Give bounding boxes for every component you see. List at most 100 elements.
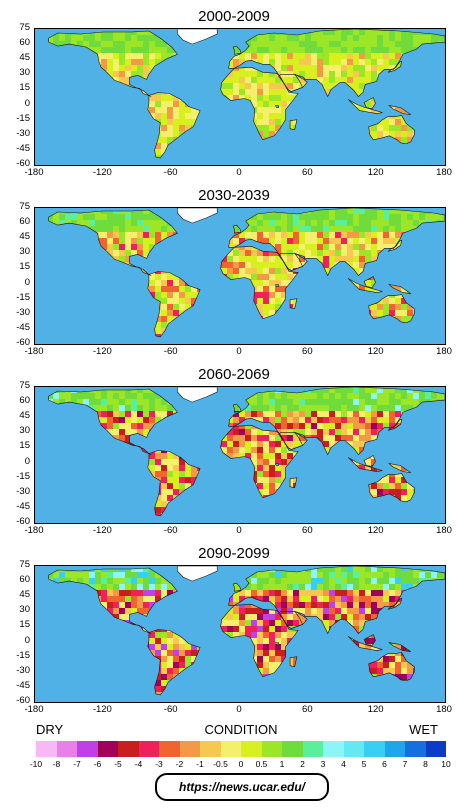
map-panel-title: 2030-2039 — [198, 187, 270, 204]
legend-tick: 10 — [441, 759, 451, 769]
source-url[interactable]: https://news.ucar.edu/ — [155, 773, 329, 801]
lat-tick-label: -60 — [16, 158, 30, 169]
legend-swatch — [138, 741, 159, 757]
legend-swatch — [261, 741, 282, 757]
lat-tick-label: 60 — [19, 574, 30, 586]
lat-tick-label: 0 — [24, 455, 30, 467]
lat-tick-label: -45 — [16, 142, 30, 154]
lon-tick-label: -180 — [24, 346, 44, 357]
legend-tick: 8 — [423, 759, 428, 769]
drought-map — [34, 565, 446, 703]
lon-tick-label: -120 — [92, 346, 112, 357]
map-panel-title: 2090-2099 — [198, 545, 270, 562]
lat-tick-label: 45 — [19, 410, 30, 422]
legend-tick: -10 — [29, 759, 43, 769]
legend-swatch — [77, 741, 98, 757]
legend-condition-label: CONDITION — [204, 722, 278, 737]
legend-tick: -6 — [93, 759, 102, 769]
lat-tick-label: 15 — [19, 440, 30, 452]
lon-tick-label: 180 — [436, 346, 452, 357]
lat-tick-label: 60 — [19, 37, 30, 49]
legend-tick: -0.5 — [213, 759, 228, 769]
legend-tick: 2 — [300, 759, 305, 769]
lon-tick-label: 60 — [302, 704, 313, 715]
legend-tick-labels: -10 -8 -7 -6 -5 -4 -3 -2 -1 -0.5 0 0.5 1 2 3 4 5 6 7 8 10 — [30, 759, 451, 771]
lat-tick-label: 30 — [19, 67, 30, 79]
legend-tick: -1 — [196, 759, 204, 769]
legend-tick: 7 — [402, 759, 408, 769]
lon-tick-label: 0 — [236, 525, 242, 536]
map-panel-2060-2069: 2060-2069 75 60 45 30 15 0 -15 -30 -45 -60 -180 -120… — [0, 366, 468, 541]
legend-swatch — [364, 741, 385, 757]
lat-tick-label: 15 — [19, 261, 30, 273]
lat-tick-label: 75 — [19, 559, 30, 570]
lat-tick-label: -15 — [16, 291, 30, 303]
lat-tick-label: 15 — [19, 619, 30, 631]
lon-tick-label: 180 — [436, 167, 452, 178]
lat-tick-label: -30 — [16, 485, 30, 497]
lat-tick-label: 15 — [19, 82, 30, 94]
lat-tick-label: -30 — [16, 127, 30, 139]
lon-tick-label: 120 — [367, 167, 384, 178]
legend-tick: -7 — [73, 759, 81, 769]
legend-tick: 0.5 — [255, 759, 268, 769]
lon-tick-label: -60 — [163, 167, 178, 178]
lat-tick-label: 75 — [19, 380, 30, 391]
lat-tick-label: 30 — [19, 604, 30, 616]
lon-tick-label: 180 — [436, 704, 452, 715]
lat-tick-label: -45 — [16, 500, 30, 512]
lon-tick-label: 120 — [367, 525, 384, 536]
legend-swatch — [118, 741, 139, 757]
legend-tick: 6 — [382, 759, 387, 769]
drought-map — [34, 28, 446, 166]
legend-tick: 3 — [320, 759, 326, 769]
legend-tick: -5 — [114, 759, 122, 769]
legend-swatch — [323, 741, 344, 757]
lat-tick-label: 45 — [19, 231, 30, 243]
lat-tick-label: 30 — [19, 425, 30, 437]
legend-tick: -2 — [175, 759, 184, 769]
lon-tick-label: 120 — [367, 704, 384, 715]
legend-swatch — [159, 741, 180, 757]
drought-map — [34, 386, 446, 524]
lat-tick-label: -45 — [16, 321, 30, 333]
map-panel-title: 2000-2009 — [198, 8, 270, 25]
lon-tick-label: -120 — [92, 167, 112, 178]
lat-tick-label: 45 — [19, 52, 30, 64]
lon-tick-label: -120 — [92, 525, 112, 536]
lon-tick-label: 0 — [236, 167, 242, 178]
lon-tick-label: 180 — [436, 525, 452, 536]
drought-map — [34, 207, 446, 345]
lat-tick-label: -15 — [16, 470, 30, 482]
legend-swatch — [282, 741, 303, 757]
legend-tick: 4 — [341, 759, 346, 769]
lat-tick-label: 0 — [24, 97, 30, 109]
legend-tick: 5 — [361, 759, 367, 769]
legend-tick: 1 — [279, 759, 285, 769]
lat-tick-label: -60 — [16, 516, 30, 527]
map-panel-title: 2060-2069 — [198, 366, 270, 383]
lon-tick-label: -180 — [24, 525, 44, 536]
legend-swatch — [405, 741, 426, 757]
lat-tick-label: -15 — [16, 649, 30, 661]
legend-swatch — [241, 741, 262, 757]
lat-tick-label: -30 — [16, 306, 30, 318]
lon-tick-label: -120 — [92, 704, 112, 715]
legend-tick: 0 — [238, 759, 244, 769]
lon-tick-label: -60 — [163, 525, 178, 536]
lat-tick-label: -60 — [16, 695, 30, 706]
lat-tick-label: 0 — [24, 276, 30, 288]
legend-swatch — [220, 741, 241, 757]
legend-swatch — [56, 741, 77, 757]
lat-tick-label: 30 — [19, 246, 30, 258]
lat-tick-label: 75 — [19, 201, 30, 212]
map-panel-2030-2039: 2030-2039 75 60 45 30 15 0 -15 -30 -45 -60 -180 -120… — [0, 187, 468, 362]
legend-swatch — [97, 741, 118, 757]
legend-wet-label: WET — [409, 722, 438, 737]
lon-tick-label: -180 — [24, 704, 44, 715]
lon-tick-label: 60 — [302, 167, 313, 178]
lat-tick-label: 75 — [19, 22, 30, 33]
lon-tick-label: 60 — [302, 525, 313, 536]
legend-swatch — [179, 741, 200, 757]
legend-swatch — [302, 741, 323, 757]
